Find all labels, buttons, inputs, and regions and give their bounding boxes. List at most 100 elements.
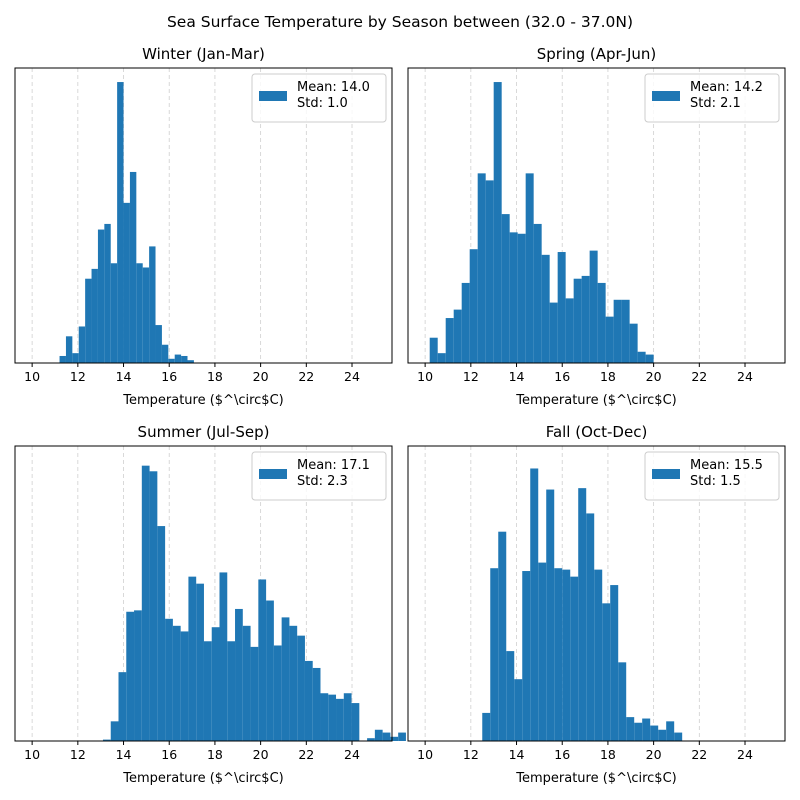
histogram-bar xyxy=(297,635,305,741)
histogram-bar xyxy=(180,631,189,741)
histogram-bar xyxy=(517,233,526,363)
legend-swatch xyxy=(259,469,287,479)
x-tick-label: 18 xyxy=(600,369,616,384)
histogram-bar xyxy=(110,721,119,741)
histogram-bar xyxy=(469,249,478,363)
histogram-bar xyxy=(509,232,518,363)
histogram-bar xyxy=(506,651,515,741)
histogram-bar xyxy=(351,703,360,741)
legend-swatch xyxy=(652,469,680,479)
histogram-bar xyxy=(613,299,622,363)
legend-box xyxy=(644,451,780,501)
histogram-bar xyxy=(549,302,558,363)
histogram-bar xyxy=(157,526,166,741)
x-tick-label: 10 xyxy=(417,369,433,384)
histogram-bar xyxy=(538,562,547,741)
histogram-bar xyxy=(250,646,259,741)
histogram-bar xyxy=(174,354,182,363)
x-tick-label: 14 xyxy=(116,747,132,762)
histogram-bar xyxy=(126,611,135,741)
histogram-bar xyxy=(514,679,523,741)
x-axis-label: Temperature ($^\circ$C) xyxy=(515,393,676,408)
histogram-bar xyxy=(181,355,188,363)
histogram-bar xyxy=(618,662,627,741)
histogram-bar xyxy=(477,173,486,363)
x-tick-label: 10 xyxy=(417,747,433,762)
legend-box xyxy=(251,73,387,123)
histogram-bar xyxy=(586,513,595,741)
histogram-bar xyxy=(658,729,667,741)
histogram-bar xyxy=(78,326,86,363)
histogram-bar xyxy=(196,583,204,741)
x-tick-label: 14 xyxy=(509,369,525,384)
histogram-bar xyxy=(304,660,313,741)
x-axis-label: Temperature ($^\circ$C) xyxy=(122,771,283,786)
histogram-bar xyxy=(610,585,619,741)
legend-box xyxy=(251,451,387,501)
histogram-bar xyxy=(85,278,92,363)
histogram-bar xyxy=(258,579,267,741)
x-tick-label: 20 xyxy=(253,747,269,762)
histogram-bar xyxy=(281,617,290,741)
histogram-bar xyxy=(674,732,683,741)
histogram-bar xyxy=(554,568,563,741)
x-tick-label: 12 xyxy=(463,747,479,762)
histogram-bar xyxy=(172,625,181,741)
legend-std: Std: 2.1 xyxy=(690,96,741,111)
histogram-bar xyxy=(117,82,124,364)
histogram-bar xyxy=(374,729,383,741)
histogram-bar xyxy=(522,571,531,741)
histogram-bar xyxy=(541,254,550,363)
x-tick-label: 22 xyxy=(691,369,707,384)
x-tick-label: 18 xyxy=(207,369,223,384)
x-tick-label: 24 xyxy=(344,369,360,384)
histogram-bar xyxy=(589,250,598,363)
x-tick-label: 12 xyxy=(70,369,86,384)
histogram-bar xyxy=(328,694,337,741)
histogram-bar xyxy=(168,358,175,363)
subplot-title: Spring (Apr-Jun) xyxy=(537,45,657,63)
legend-std: Std: 1.5 xyxy=(690,474,741,489)
x-tick-label: 12 xyxy=(70,747,86,762)
legend-mean: Mean: 14.0 xyxy=(297,80,370,95)
x-tick-label: 14 xyxy=(509,747,525,762)
legend-mean: Mean: 17.1 xyxy=(297,458,370,473)
histogram-bar xyxy=(91,268,98,363)
histogram-bar xyxy=(429,337,438,363)
histogram-bar xyxy=(149,471,158,741)
histogram-bar xyxy=(123,202,130,363)
histogram-bar xyxy=(367,738,375,741)
x-tick-label: 16 xyxy=(554,369,570,384)
histogram-bar xyxy=(142,267,150,363)
histogram-bar xyxy=(557,252,566,363)
axes-frame xyxy=(407,445,786,742)
legend-mean: Mean: 15.5 xyxy=(690,458,763,473)
x-axis-label: Temperature ($^\circ$C) xyxy=(515,771,676,786)
histogram-bar xyxy=(626,717,635,741)
axes-frame xyxy=(407,67,786,364)
x-axis-label: Temperature ($^\circ$C) xyxy=(122,393,283,408)
histogram-bar xyxy=(155,325,162,363)
histogram-bar xyxy=(72,353,79,363)
subplot-title: Fall (Oct-Dec) xyxy=(546,423,648,441)
x-tick-label: 16 xyxy=(161,747,177,762)
histogram-bar xyxy=(188,576,197,741)
histogram-bar xyxy=(187,360,194,363)
histogram-bar xyxy=(581,275,590,363)
subplots: Winter (Jan-Mar) 10 12 14 16 18 20 22 24 Temperat… xyxy=(14,45,786,786)
histogram-bar xyxy=(573,278,582,363)
subplot-title: Winter (Jan-Mar) xyxy=(142,45,265,63)
axes-frame xyxy=(14,445,393,742)
histogram-bar xyxy=(165,618,173,741)
histogram-bar xyxy=(629,323,638,363)
histogram-bar xyxy=(637,351,646,363)
histogram-bar xyxy=(203,641,212,741)
x-tick-label: 10 xyxy=(24,369,40,384)
histogram-bar xyxy=(562,569,571,741)
histogram-bar xyxy=(336,698,344,741)
histogram-bar xyxy=(211,627,220,741)
histogram-bar xyxy=(498,531,507,741)
histogram-bar xyxy=(594,569,603,741)
histogram-bar xyxy=(578,488,587,741)
histogram-bar xyxy=(453,309,462,363)
